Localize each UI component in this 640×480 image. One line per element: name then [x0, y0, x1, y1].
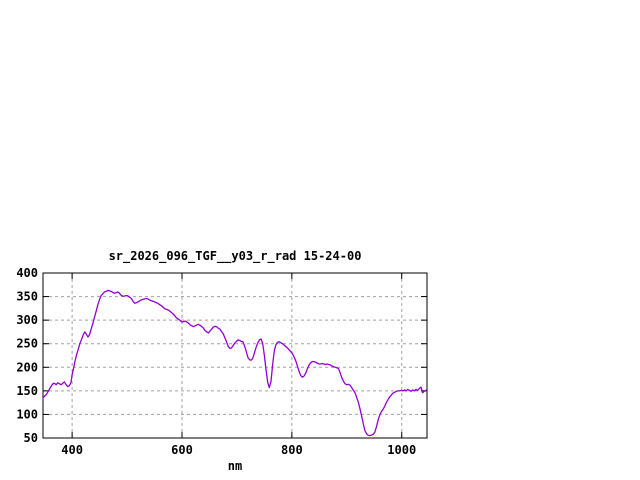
plot-border — [42, 272, 428, 439]
chart-title: sr_2026_096_TGF__y03_r_rad 15-24-00 — [108, 249, 362, 263]
x-tick-label: 600 — [171, 443, 193, 457]
y-tick-label: 250 — [16, 337, 38, 351]
x-tick-label: 800 — [281, 443, 303, 457]
spectrum-line — [42, 289, 428, 437]
x-axis-label: nm — [227, 459, 243, 473]
y-tick-label: 400 — [16, 266, 38, 280]
y-tick-label: 300 — [16, 313, 38, 327]
y-tick-label: 150 — [16, 384, 38, 398]
y-tick-label: 350 — [16, 290, 38, 304]
x-tick-label: 400 — [61, 443, 83, 457]
y-tick-label: 100 — [16, 407, 38, 421]
y-tick-label: 50 — [24, 431, 38, 445]
x-tick-label: 1000 — [387, 443, 416, 457]
y-tick-label: 200 — [16, 360, 38, 374]
